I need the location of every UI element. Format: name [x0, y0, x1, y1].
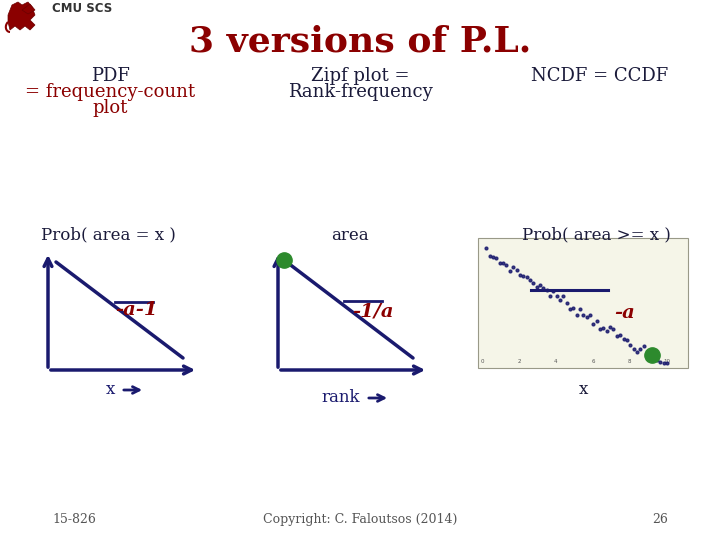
Text: CMU SCS: CMU SCS: [52, 3, 112, 16]
Point: [508, 262, 519, 271]
Point: [531, 283, 542, 292]
Text: 6: 6: [591, 359, 595, 364]
Point: [484, 251, 495, 260]
Point: [618, 335, 629, 344]
Text: plot: plot: [92, 99, 127, 117]
Text: 8: 8: [628, 359, 631, 364]
Point: [591, 316, 603, 325]
PathPatch shape: [8, 2, 35, 30]
Point: [651, 355, 662, 364]
Point: [481, 244, 492, 253]
Point: [598, 323, 609, 332]
Text: x: x: [106, 381, 115, 399]
Text: 4: 4: [554, 359, 558, 364]
Point: [521, 272, 532, 281]
Text: NCDF = CCDF: NCDF = CCDF: [531, 67, 669, 85]
Text: -1/a: -1/a: [352, 303, 394, 321]
Point: [631, 347, 643, 356]
Point: [661, 359, 672, 367]
Text: x: x: [578, 381, 588, 399]
Point: [498, 259, 509, 267]
Text: Zipf plot =: Zipf plot =: [311, 67, 409, 85]
Point: [500, 261, 512, 269]
Text: Rank-frequency: Rank-frequency: [287, 83, 433, 101]
Point: [510, 266, 522, 274]
Point: [604, 323, 616, 332]
Point: [634, 345, 646, 353]
Point: [571, 310, 582, 319]
Point: [528, 278, 539, 287]
Point: [541, 286, 552, 294]
Text: rank: rank: [322, 389, 360, 407]
Point: [624, 341, 636, 349]
Text: 15-826: 15-826: [52, 513, 96, 526]
Point: [561, 299, 572, 307]
Text: area: area: [331, 226, 369, 244]
Point: [544, 292, 556, 300]
Text: 10: 10: [663, 359, 670, 364]
Point: [504, 267, 516, 275]
Text: Prob( area >= x ): Prob( area >= x ): [521, 226, 670, 244]
Point: [614, 330, 626, 339]
Point: [487, 252, 499, 261]
Point: [594, 325, 606, 333]
Point: [490, 253, 502, 262]
Point: [658, 359, 670, 367]
Point: [648, 349, 660, 358]
PathPatch shape: [22, 4, 35, 14]
Text: 3 versions of P.L.: 3 versions of P.L.: [189, 25, 531, 59]
Point: [514, 271, 526, 279]
FancyBboxPatch shape: [478, 238, 688, 368]
Text: 2: 2: [517, 359, 521, 364]
Point: [601, 327, 613, 335]
Point: [554, 295, 566, 304]
Text: 26: 26: [652, 513, 668, 526]
Text: PDF: PDF: [91, 67, 130, 85]
Point: [575, 305, 586, 313]
Text: 0: 0: [480, 359, 484, 364]
Text: Copyright: C. Faloutsos (2014): Copyright: C. Faloutsos (2014): [263, 513, 457, 526]
Point: [654, 357, 666, 366]
Point: [642, 349, 653, 357]
Point: [581, 313, 593, 322]
Point: [638, 342, 649, 350]
Point: [608, 324, 619, 333]
Point: [538, 284, 549, 292]
Point: [557, 292, 569, 301]
Point: [534, 281, 546, 289]
Point: [585, 311, 596, 320]
Point: [577, 310, 589, 319]
Point: [551, 292, 562, 301]
Point: [644, 353, 656, 361]
Text: Prob( area = x ): Prob( area = x ): [40, 226, 176, 244]
Point: [588, 320, 599, 328]
Point: [564, 304, 576, 313]
Text: -a: -a: [615, 305, 635, 322]
Point: [628, 345, 639, 354]
Point: [494, 258, 505, 267]
Point: [567, 304, 579, 313]
Point: [524, 276, 536, 285]
Point: [518, 272, 529, 280]
Point: [611, 331, 623, 340]
Point: [547, 286, 559, 295]
Point: [621, 335, 633, 344]
Text: -a-1: -a-1: [114, 301, 157, 319]
Text: = frequency-count: = frequency-count: [25, 83, 195, 101]
